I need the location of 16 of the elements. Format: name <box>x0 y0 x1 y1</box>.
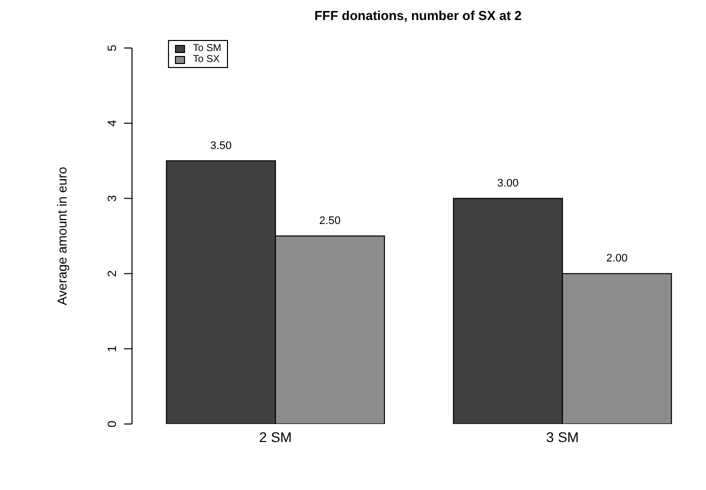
legend-label: To SX <box>192 54 221 65</box>
y-tick-label: 4 <box>105 120 119 127</box>
legend-label: To SM <box>192 43 222 54</box>
y-tick-label: 5 <box>105 44 119 52</box>
x-tick-label: 2 SM <box>259 428 292 445</box>
data-label: 3.00 <box>497 177 519 190</box>
data-label: 2.00 <box>606 252 628 265</box>
data-label: 3.50 <box>210 140 232 152</box>
data-label: 2.50 <box>319 215 341 227</box>
chart-title: FFF donations, number of SX at 2 <box>313 8 523 23</box>
y-tick-label: 0 <box>105 420 119 428</box>
y-tick-label: 3 <box>105 194 119 202</box>
x-tick-label: 3 SM <box>546 428 579 445</box>
y-tick-label: 1 <box>105 345 119 352</box>
y-tick-label: 2 <box>105 270 119 277</box>
y-axis-title: Average amount in euro <box>54 166 70 306</box>
